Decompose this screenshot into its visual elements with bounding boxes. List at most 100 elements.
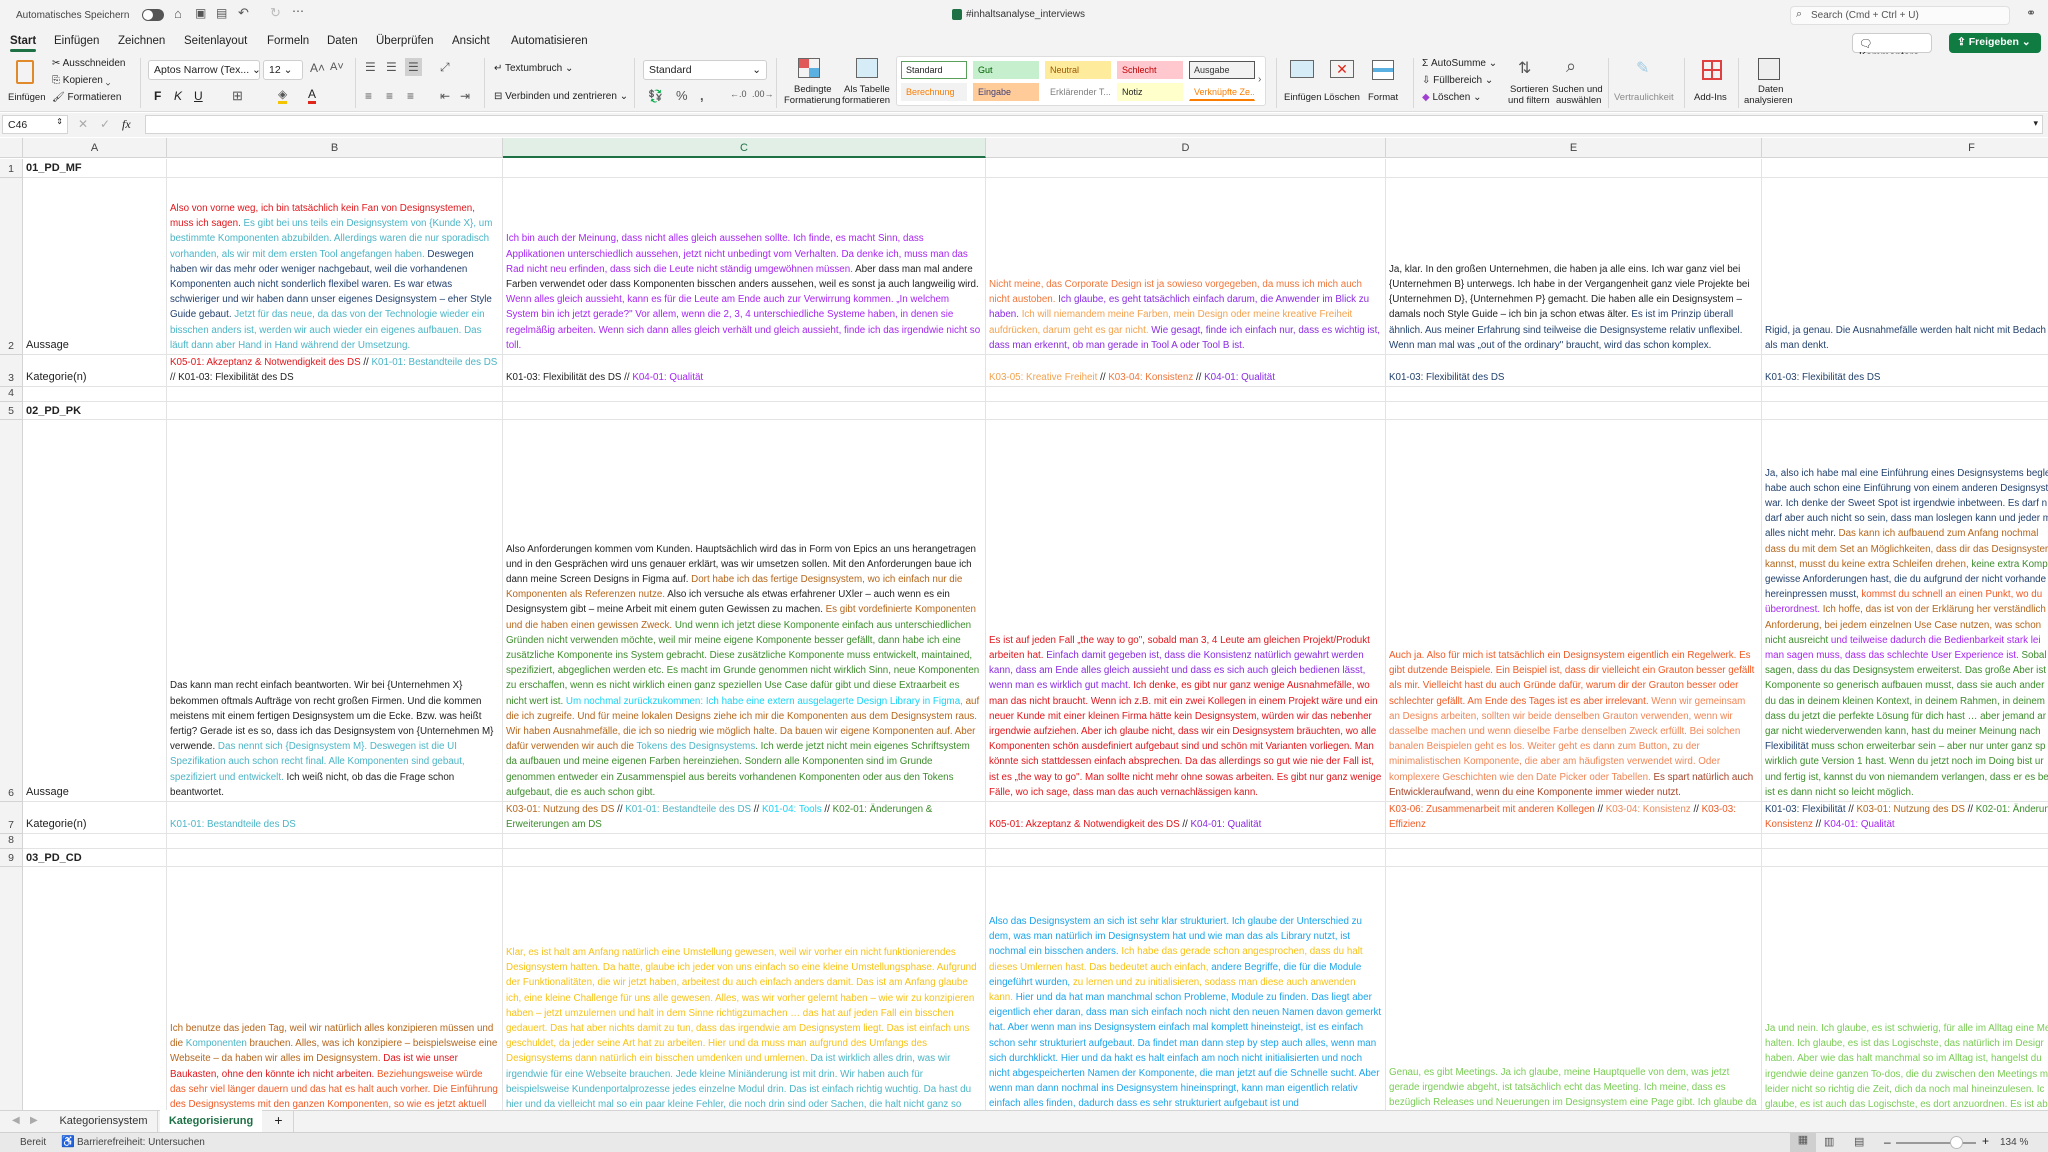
- cell-a2[interactable]: Aussage: [23, 178, 167, 355]
- accessibility-icon[interactable]: ♿: [61, 1136, 75, 1148]
- comments-button[interactable]: 🗨 Kommentare: [1852, 33, 1932, 62]
- column-header-a[interactable]: A: [23, 138, 167, 158]
- decrease-decimal-icon[interactable]: .00→: [752, 89, 774, 99]
- row-header-10[interactable]: 10: [0, 867, 23, 1110]
- comma-icon[interactable]: ,: [700, 88, 704, 103]
- more-icon[interactable]: ⋯: [292, 4, 304, 18]
- cell-f10[interactable]: Ja und nein. Ich glaube, es ist schwieri…: [1762, 867, 2048, 1110]
- cut-button[interactable]: ✂ Ausschneiden: [52, 58, 125, 69]
- cell-d5[interactable]: [986, 402, 1386, 420]
- cell-e8[interactable]: [1386, 834, 1762, 849]
- cell-b10[interactable]: Ich benutze das jeden Tag, weil wir natü…: [167, 867, 503, 1110]
- cancel-icon[interactable]: ✕: [78, 117, 89, 131]
- cell-c7[interactable]: K03-01: Nutzung des DS // K01-01: Bestan…: [503, 802, 986, 834]
- underline-button[interactable]: U: [194, 89, 203, 103]
- cell-b4[interactable]: [167, 387, 503, 402]
- cell-e1[interactable]: [1386, 159, 1762, 178]
- tab-start[interactable]: Start: [10, 35, 37, 52]
- cell-d9[interactable]: [986, 849, 1386, 867]
- column-header-d[interactable]: D: [986, 138, 1386, 158]
- cell-style-7[interactable]: Eingabe: [973, 83, 1039, 101]
- row-header-3[interactable]: 3: [0, 355, 23, 387]
- fill-button[interactable]: ⇩ Füllbereich ⌄: [1422, 75, 1494, 86]
- autosave-toggle[interactable]: [142, 9, 164, 21]
- cell-style-2[interactable]: Gut: [973, 61, 1039, 79]
- cell-a10[interactable]: [23, 867, 167, 1110]
- tab-ansicht[interactable]: Ansicht: [452, 35, 490, 47]
- copy-button[interactable]: ⎘ Kopieren ⌄: [52, 75, 111, 86]
- cell-d3[interactable]: K03-05: Kreative Freiheit // K03-04: Kon…: [986, 355, 1386, 387]
- cell-f5[interactable]: [1762, 402, 2048, 420]
- cell-a6[interactable]: Aussage: [23, 420, 167, 802]
- font-color-icon[interactable]: A: [308, 87, 317, 104]
- cell-d1[interactable]: [986, 159, 1386, 178]
- sheet-tab-kategorisierung[interactable]: Kategorisierung: [160, 1110, 262, 1132]
- currency-icon[interactable]: 💱: [648, 89, 663, 103]
- row-header-5[interactable]: 5: [0, 402, 23, 420]
- zoom-out-button[interactable]: –: [1884, 1135, 1891, 1149]
- cell-f2[interactable]: Rigid, ja genau. Die Ausnahmefälle werde…: [1762, 178, 2048, 355]
- undo-icon[interactable]: ↶: [238, 5, 249, 20]
- cell-a7[interactable]: Kategorie(n): [23, 802, 167, 834]
- increase-decimal-icon[interactable]: ←.0: [730, 89, 747, 99]
- cell-d7[interactable]: K05-01: Akzeptanz & Notwendigkeit des DS…: [986, 802, 1386, 834]
- page-layout-view-icon[interactable]: ▥: [1824, 1136, 1835, 1148]
- cell-f4[interactable]: [1762, 387, 2048, 402]
- align-center-icon[interactable]: ≡: [386, 89, 394, 103]
- autosum-button[interactable]: Σ AutoSumme ⌄: [1422, 58, 1498, 69]
- redo-icon[interactable]: ↻: [270, 5, 281, 20]
- align-top-icon[interactable]: ☰: [365, 60, 376, 74]
- cell-e10[interactable]: Genau, es gibt Meetings. Ja ich glaube, …: [1386, 867, 1762, 1110]
- cell-a5[interactable]: 02_PD_PK: [23, 402, 167, 420]
- row-header-7[interactable]: 7: [0, 802, 23, 834]
- cell-e6[interactable]: Auch ja. Also für mich ist tatsächlich e…: [1386, 420, 1762, 802]
- tab-zeichnen[interactable]: Zeichnen: [118, 35, 166, 47]
- cell-e7[interactable]: K03-06: Zusammenarbeit mit anderen Kolle…: [1386, 802, 1762, 834]
- row-header-8[interactable]: 8: [0, 834, 23, 849]
- orientation-icon[interactable]: ⤢: [440, 60, 450, 74]
- cell-d2[interactable]: Nicht meine, das Corporate Design ist ja…: [986, 178, 1386, 355]
- percent-icon[interactable]: %: [676, 88, 688, 103]
- fill-color-icon[interactable]: ◈: [278, 87, 288, 104]
- cell-c6[interactable]: Also Anforderungen kommen vom Kunden. Ha…: [503, 420, 986, 802]
- paste-button[interactable]: Einfügen: [8, 58, 46, 108]
- cell-e4[interactable]: [1386, 387, 1762, 402]
- formula-input[interactable]: ▾: [145, 115, 2043, 134]
- sensitivity-button[interactable]: ✎ Vertraulichkeit: [1614, 58, 1680, 110]
- select-all-corner[interactable]: [0, 138, 23, 158]
- cell-f9[interactable]: [1762, 849, 2048, 867]
- cell-a8[interactable]: [23, 834, 167, 849]
- tab-formeln[interactable]: Formeln: [267, 35, 310, 47]
- sheet-tab-kategoriensystem[interactable]: Kategoriensystem: [50, 1111, 158, 1132]
- font-size-select[interactable]: 12 ⌄: [263, 60, 303, 80]
- cell-a1[interactable]: 01_PD_MF: [23, 159, 167, 178]
- cell-style-8[interactable]: Erklärender T...: [1045, 83, 1111, 101]
- column-header-b[interactable]: B: [167, 138, 503, 158]
- cell-f1[interactable]: [1762, 159, 2048, 178]
- tab-seitenlayout[interactable]: Seitenlayout: [184, 35, 248, 47]
- cell-b1[interactable]: [167, 159, 503, 178]
- cell-b7[interactable]: K01-01: Bestandteile des DS: [167, 802, 503, 834]
- cell-style-1[interactable]: Standard: [901, 61, 967, 79]
- add-sheet-button[interactable]: +: [264, 1111, 294, 1132]
- cell-e9[interactable]: [1386, 849, 1762, 867]
- zoom-in-button[interactable]: +: [1982, 1134, 1990, 1148]
- cell-e5[interactable]: [1386, 402, 1762, 420]
- delete-cells-button[interactable]: ✕ Löschen: [1324, 58, 1362, 110]
- cell-b3[interactable]: K05-01: Akzeptanz & Notwendigkeit des DS…: [167, 355, 503, 387]
- cell-d6[interactable]: Es ist auf jeden Fall „the way to go", s…: [986, 420, 1386, 802]
- cell-b5[interactable]: [167, 402, 503, 420]
- align-right-icon[interactable]: ≡: [407, 89, 415, 103]
- function-icon[interactable]: fx: [122, 117, 131, 131]
- save-icon[interactable]: ▣: [195, 6, 207, 20]
- cell-b8[interactable]: [167, 834, 503, 849]
- accessibility-status[interactable]: Barrierefreiheit: Untersuchen: [77, 1137, 205, 1148]
- find-select-button[interactable]: ⌕ Suchen und auswählen: [1552, 56, 1603, 110]
- column-header-f[interactable]: F: [1762, 138, 2048, 158]
- cell-c4[interactable]: [503, 387, 986, 402]
- cell-a9[interactable]: 03_PD_CD: [23, 849, 167, 867]
- row-header-4[interactable]: 4: [0, 387, 23, 402]
- cell-c10[interactable]: Klar, es ist halt am Anfang natürlich ei…: [503, 867, 986, 1110]
- cell-c9[interactable]: [503, 849, 986, 867]
